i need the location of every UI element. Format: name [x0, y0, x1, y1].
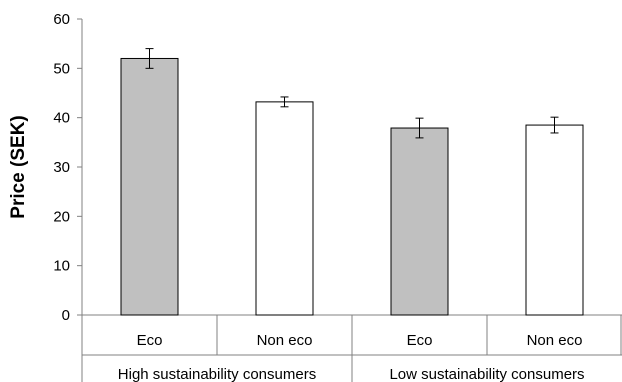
category-label: Non eco — [527, 332, 583, 349]
group-labels: High sustainability consumers Low sustain… — [118, 366, 585, 382]
y-tick-label: 30 — [53, 159, 70, 176]
category-labels: Eco Non eco Eco Non eco — [82, 315, 622, 382]
error-bar — [415, 117, 424, 139]
y-tick-label: 0 — [62, 307, 70, 324]
y-tick-label: 10 — [53, 258, 70, 275]
category-label: Eco — [137, 332, 163, 349]
bar — [120, 57, 179, 316]
y-axis-label: Price (SEK) — [8, 115, 29, 218]
group-label: High sustainability consumers — [118, 366, 316, 382]
category-label: Non eco — [257, 332, 313, 349]
group-label: Low sustainability consumers — [389, 366, 584, 382]
y-axis-ticks: 0 10 20 30 40 50 60 — [53, 11, 82, 324]
bar — [525, 124, 584, 316]
y-tick-label: 50 — [53, 60, 70, 77]
y-tick-label: 40 — [53, 110, 70, 127]
y-tick-label: 60 — [53, 11, 70, 28]
error-bar — [280, 96, 289, 108]
bar — [255, 101, 314, 316]
bars — [120, 48, 584, 316]
y-tick-label: 20 — [53, 208, 70, 225]
error-bar — [145, 48, 154, 69]
category-label: Eco — [407, 332, 433, 349]
error-bar — [550, 116, 559, 134]
bar — [390, 127, 449, 316]
